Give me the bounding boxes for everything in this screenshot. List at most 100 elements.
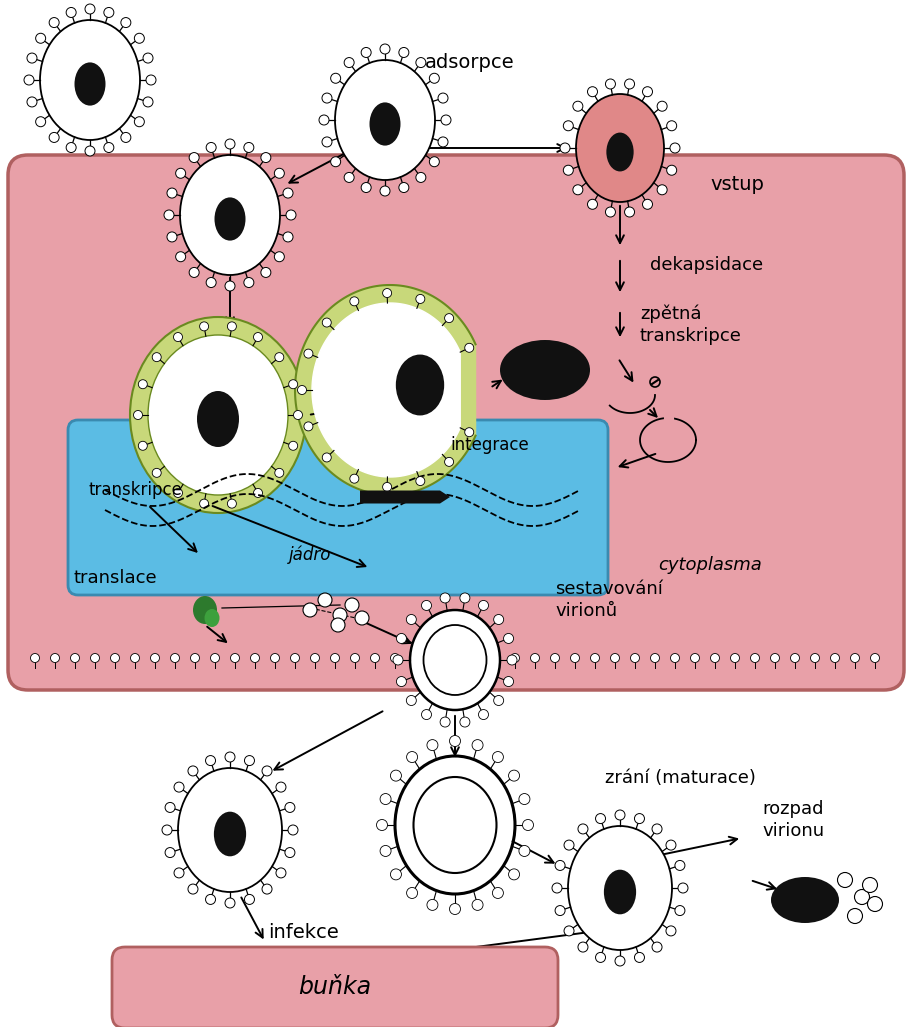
Circle shape: [228, 321, 237, 331]
Circle shape: [390, 653, 399, 662]
Circle shape: [464, 427, 473, 436]
Circle shape: [171, 653, 179, 662]
Circle shape: [666, 165, 676, 176]
Ellipse shape: [205, 609, 219, 627]
Circle shape: [27, 97, 37, 107]
Circle shape: [304, 349, 313, 358]
Circle shape: [151, 653, 160, 662]
Circle shape: [225, 139, 235, 149]
FancyBboxPatch shape: [68, 420, 608, 595]
Circle shape: [578, 942, 588, 952]
Circle shape: [399, 47, 409, 58]
Circle shape: [393, 655, 403, 665]
Circle shape: [657, 102, 667, 111]
Circle shape: [407, 614, 417, 624]
Circle shape: [563, 165, 573, 176]
Circle shape: [675, 906, 685, 915]
Circle shape: [430, 653, 440, 662]
Circle shape: [322, 137, 332, 147]
Circle shape: [421, 710, 431, 720]
Circle shape: [206, 895, 216, 905]
Circle shape: [174, 868, 184, 878]
Circle shape: [523, 820, 534, 831]
Circle shape: [225, 752, 235, 762]
Circle shape: [438, 137, 448, 147]
Circle shape: [291, 653, 300, 662]
Circle shape: [262, 766, 272, 776]
Circle shape: [244, 895, 254, 905]
Circle shape: [870, 653, 879, 662]
Circle shape: [450, 904, 461, 914]
FancyBboxPatch shape: [112, 947, 558, 1027]
Circle shape: [27, 53, 37, 63]
Circle shape: [274, 168, 284, 179]
Ellipse shape: [396, 354, 444, 416]
Circle shape: [634, 952, 644, 962]
Circle shape: [283, 232, 293, 242]
Circle shape: [331, 618, 345, 632]
Circle shape: [450, 735, 461, 747]
Circle shape: [666, 840, 676, 850]
Circle shape: [174, 489, 183, 497]
Circle shape: [319, 115, 329, 125]
Circle shape: [174, 333, 183, 342]
Ellipse shape: [197, 391, 239, 447]
Circle shape: [143, 97, 153, 107]
Circle shape: [260, 267, 271, 277]
Circle shape: [615, 810, 625, 820]
Circle shape: [560, 143, 570, 153]
Circle shape: [345, 58, 354, 68]
Circle shape: [430, 157, 440, 166]
Circle shape: [652, 942, 662, 952]
Circle shape: [138, 442, 147, 450]
Circle shape: [331, 653, 339, 662]
Circle shape: [472, 739, 484, 751]
Circle shape: [244, 756, 254, 765]
Circle shape: [244, 143, 254, 152]
Circle shape: [564, 926, 574, 936]
Circle shape: [153, 468, 161, 478]
Circle shape: [444, 457, 453, 466]
Circle shape: [380, 794, 391, 804]
Circle shape: [460, 717, 470, 727]
Ellipse shape: [568, 826, 672, 950]
Circle shape: [380, 186, 390, 196]
Circle shape: [66, 7, 76, 17]
Circle shape: [283, 188, 293, 198]
Circle shape: [275, 468, 283, 478]
Circle shape: [153, 352, 161, 362]
FancyBboxPatch shape: [8, 155, 904, 690]
Circle shape: [36, 117, 46, 126]
Circle shape: [244, 277, 254, 288]
Circle shape: [104, 7, 114, 17]
Circle shape: [70, 653, 80, 662]
Ellipse shape: [606, 132, 633, 172]
Circle shape: [441, 717, 450, 727]
Circle shape: [253, 489, 262, 497]
Circle shape: [588, 86, 598, 97]
Circle shape: [511, 653, 519, 662]
Circle shape: [573, 102, 583, 111]
Circle shape: [133, 411, 143, 419]
Circle shape: [289, 380, 298, 388]
Circle shape: [590, 653, 600, 662]
Circle shape: [361, 47, 371, 58]
Circle shape: [225, 898, 235, 908]
Circle shape: [286, 210, 296, 220]
Circle shape: [333, 608, 347, 622]
Circle shape: [441, 115, 451, 125]
Circle shape: [138, 380, 147, 388]
Circle shape: [421, 601, 431, 610]
Circle shape: [479, 710, 488, 720]
Circle shape: [690, 653, 699, 662]
Circle shape: [331, 157, 341, 166]
Circle shape: [175, 168, 186, 179]
Circle shape: [555, 861, 565, 871]
Ellipse shape: [193, 596, 217, 624]
Circle shape: [276, 783, 286, 792]
Circle shape: [504, 677, 514, 686]
Circle shape: [303, 603, 317, 617]
Circle shape: [671, 653, 679, 662]
Ellipse shape: [576, 94, 664, 202]
Ellipse shape: [40, 20, 140, 140]
